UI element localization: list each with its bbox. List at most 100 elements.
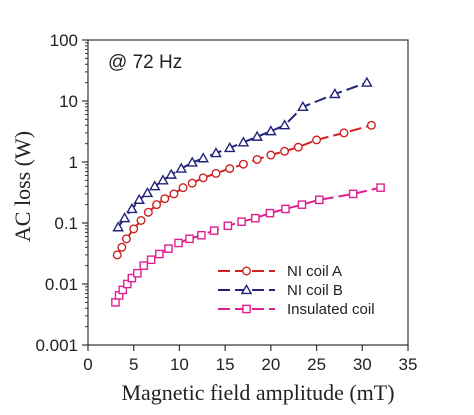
legend-marker [240,283,253,295]
data-point [281,204,290,214]
data-point [297,100,309,112]
legend-label: Insulated coil [287,301,375,318]
data-point [164,244,173,253]
legend-marker [241,266,251,276]
data-point [361,76,373,87]
data-point [348,189,358,199]
x-tick-label: 30 [353,355,372,374]
data-point [133,268,142,278]
data-point [297,200,307,209]
data-point [187,178,197,188]
data-point [280,146,290,156]
data-point [111,298,120,307]
data-point [197,152,210,163]
data-point [209,226,219,235]
data-point [185,234,194,244]
data-point [225,164,235,174]
data-point [141,187,154,198]
series-2 [111,183,385,307]
data-point [121,234,131,244]
data-point [117,242,127,252]
data-point [223,221,233,231]
y-tick-label: 0.01 [45,275,78,294]
y-tick-label: 0.001 [35,336,78,355]
data-point [155,249,164,259]
data-point [197,230,206,240]
x-axis-title: Magnetic field amplitude (mT) [121,380,394,405]
data-point [312,135,322,145]
data-point [139,261,149,270]
y-tick-label: 0.1 [54,214,78,233]
data-point [251,213,260,223]
data-point [133,193,146,204]
data-point [174,238,183,248]
data-point [186,156,199,167]
series-line [116,124,372,256]
data-point [376,183,385,192]
data-point [178,183,188,193]
data-point [123,279,132,289]
data-point [160,194,170,204]
data-point [126,202,138,214]
x-tick-label: 35 [399,355,418,374]
data-point [136,215,146,225]
data-point [152,200,162,210]
data-point [252,154,262,164]
data-point [238,159,248,169]
y-axis-title: AC loss (W) [10,131,35,242]
legend-label: NI coil A [287,263,342,280]
x-tick-label: 20 [261,355,280,374]
legend-item: Insulated coil [218,301,375,318]
data-point [265,208,275,218]
data-point [329,88,341,99]
legend-item: NI coil B [218,282,343,299]
data-point [175,162,188,173]
data-point [165,168,178,179]
data-point [148,180,161,191]
data-point [118,212,131,223]
series-1 [112,76,373,232]
data-point [169,189,179,199]
legend: NI coil A NI coil B Insulated coil [218,263,375,318]
data-point [146,255,156,265]
series-0 [112,120,376,260]
y-tick-label: 100 [50,31,78,50]
legend-item: NI coil A [218,263,342,280]
data-point [278,119,291,130]
data-point [237,217,246,227]
frequency-annotation: @ 72 Hz [108,52,182,73]
data-point [112,221,124,232]
data-point [143,207,153,217]
data-point [266,150,276,160]
data-point [211,168,221,178]
data-point [112,250,122,260]
series-group [111,76,385,307]
plot-frame-group [87,39,409,346]
data-point [293,142,303,152]
x-tick-label: 0 [83,355,92,374]
data-point [339,128,349,138]
data-point [118,285,128,295]
data-point [129,224,139,234]
ticks-group: 0 5 10 15 20 25 30 35 0.001 0.01 0.1 1 10 100 [35,31,417,374]
data-point [366,120,376,130]
data-point [127,273,137,283]
plot-frame [87,39,409,346]
y-tick-label: 1 [69,153,78,172]
data-point [157,174,169,185]
legend-label: NI coil B [287,282,343,299]
data-point [315,195,324,205]
data-point [265,125,277,136]
data-point [198,173,208,183]
data-point [210,147,222,158]
x-tick-label: 5 [129,355,138,374]
legend-marker [242,304,251,314]
data-point [223,141,236,153]
x-tick-label: 10 [170,355,189,374]
data-point [237,136,250,147]
x-tick-label: 25 [307,355,326,374]
x-tick-label: 15 [216,355,235,374]
y-tick-label: 10 [59,92,78,111]
data-point [251,130,263,141]
